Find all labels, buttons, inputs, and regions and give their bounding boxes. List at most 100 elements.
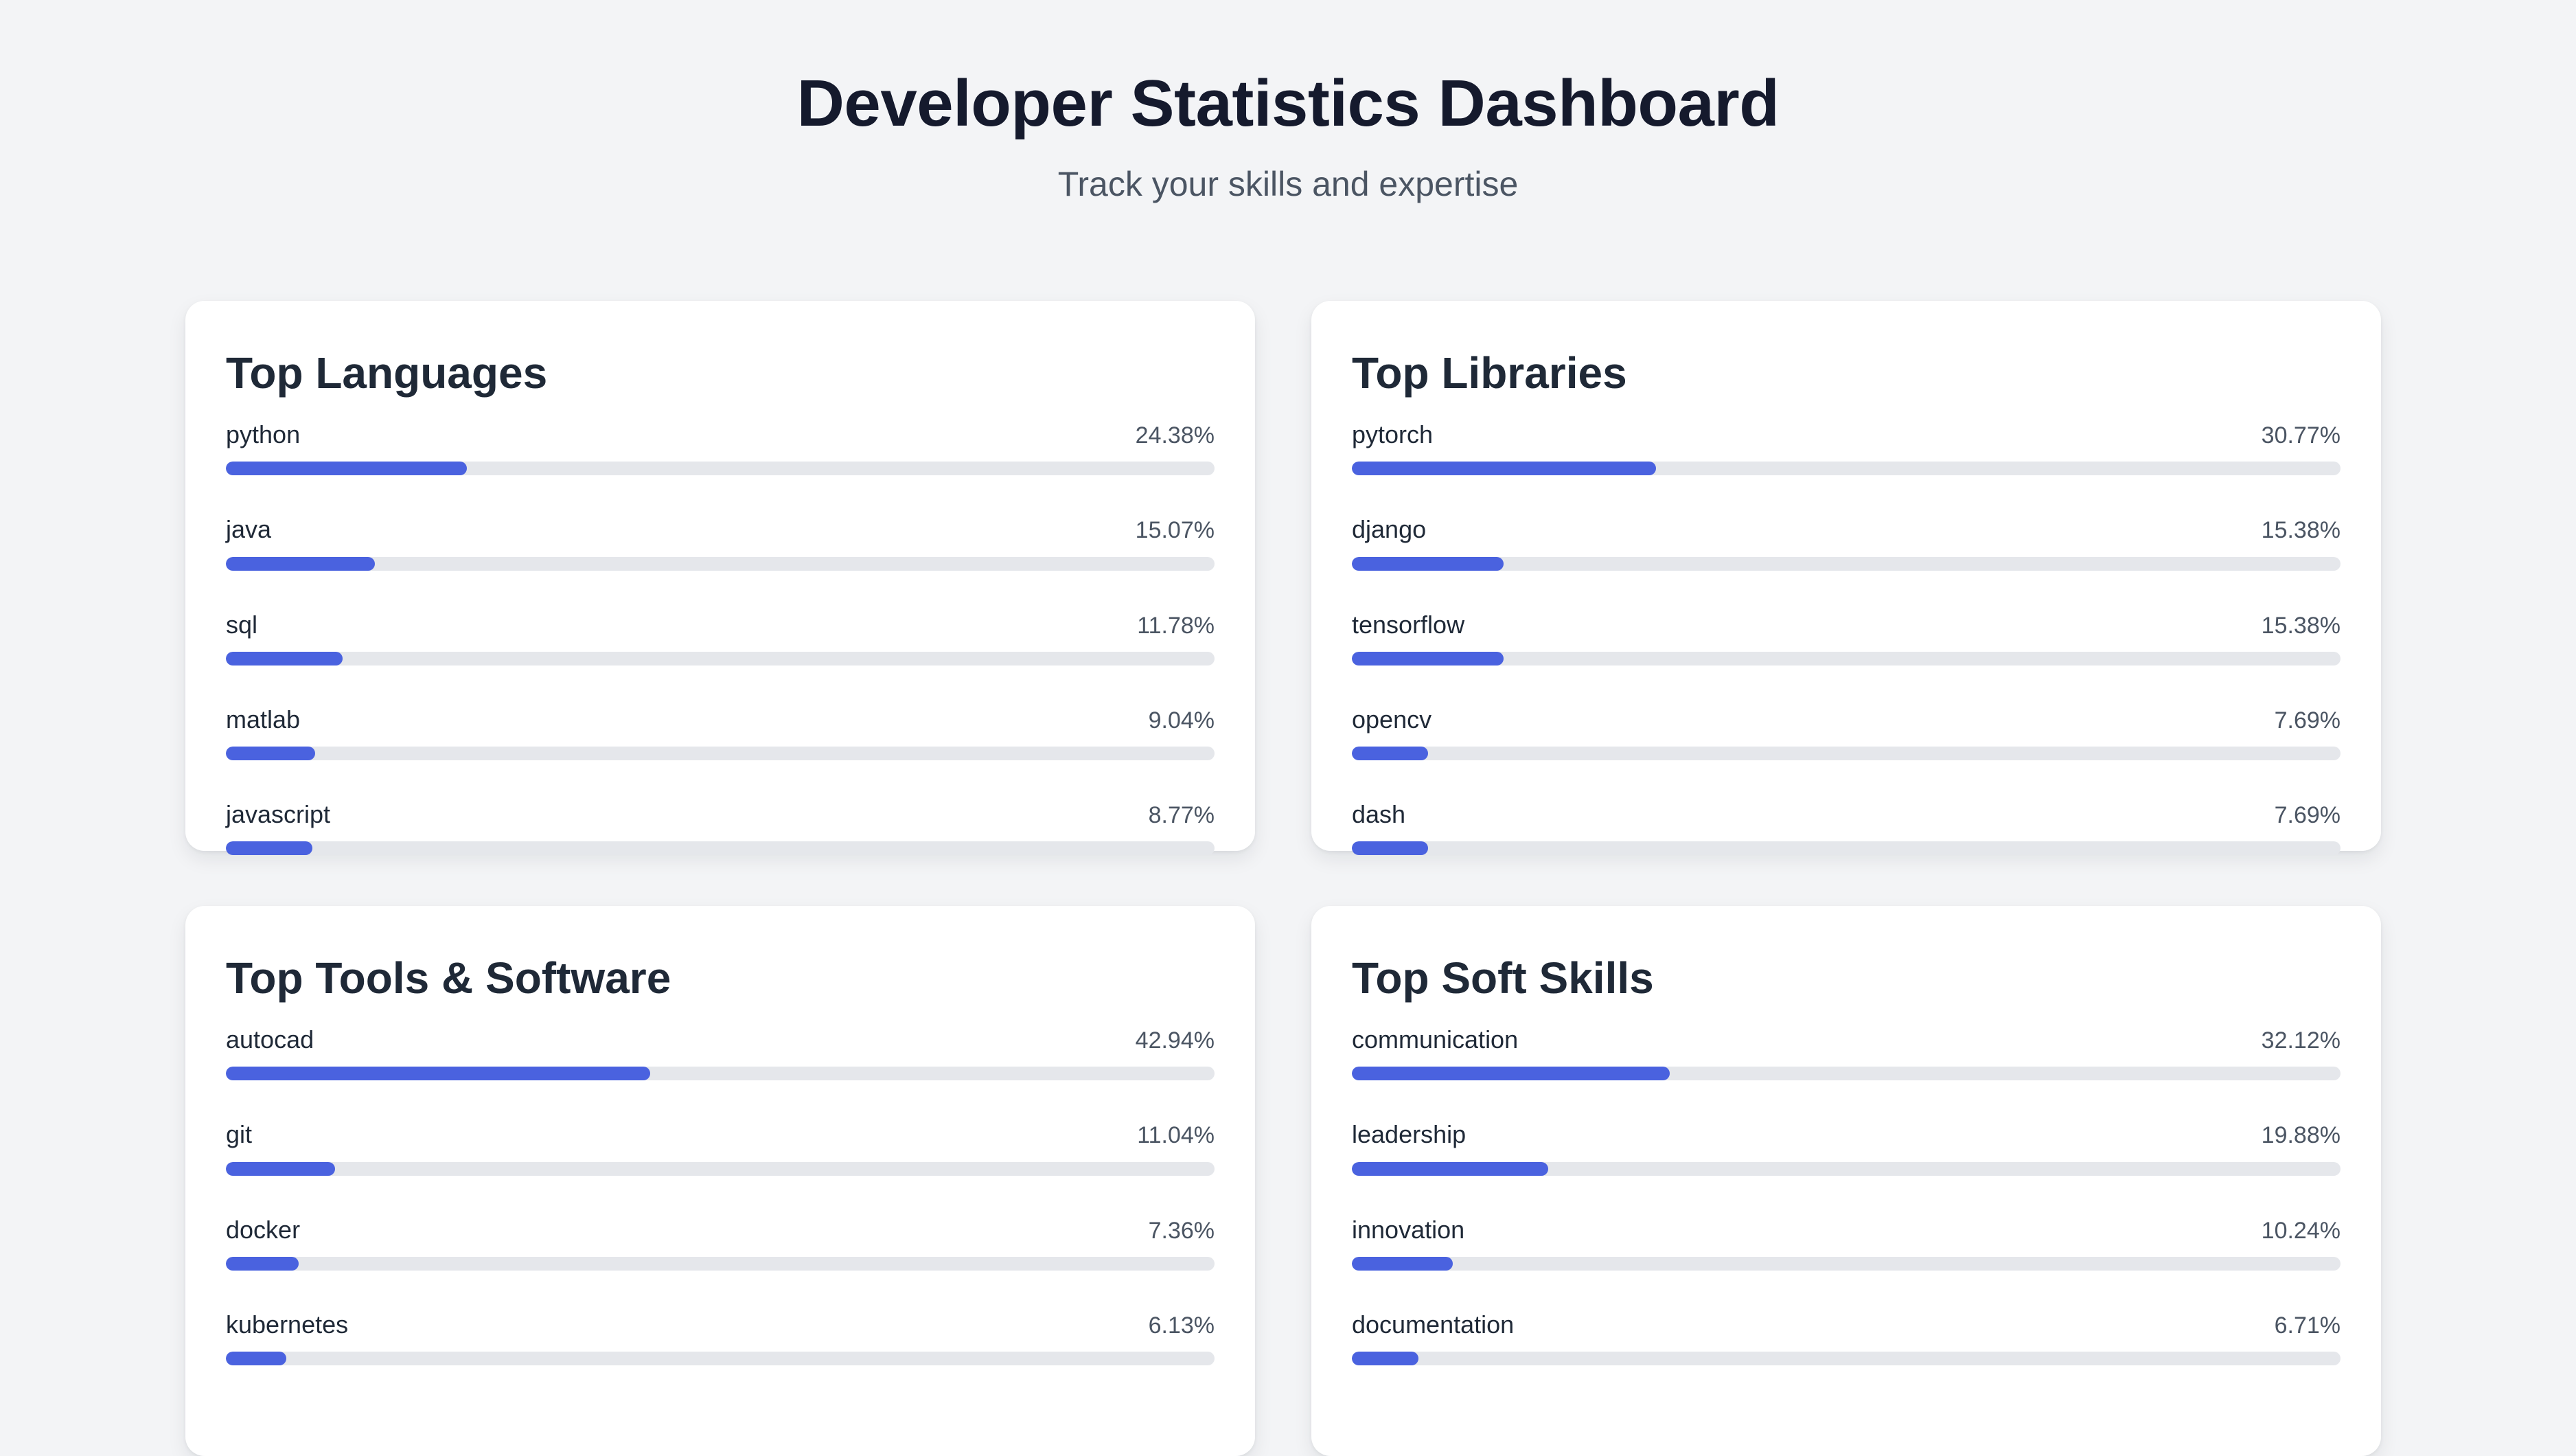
stat-label: django [1352, 515, 1427, 544]
stat-header: git 11.04% [226, 1120, 1215, 1149]
stat-label: matlab [226, 705, 301, 733]
progress-fill [1352, 462, 1657, 476]
progress-fill [226, 556, 375, 571]
stat-row: opencv 7.69% [1352, 705, 2341, 760]
progress-fill [1352, 651, 1504, 666]
progress-fill [1352, 1161, 1549, 1176]
stat-label: innovation [1352, 1215, 1465, 1244]
progress-fill [1352, 1351, 1418, 1365]
stat-label: git [226, 1120, 253, 1149]
stat-header: python 24.38% [226, 420, 1215, 449]
stat-percentage: 7.36% [1148, 1217, 1215, 1244]
stat-header: documentation 6.71% [1352, 1310, 2341, 1339]
stat-percentage: 11.04% [1137, 1122, 1215, 1149]
progress-track [1352, 746, 2341, 760]
stat-percentage: 32.12% [2261, 1027, 2341, 1054]
stat-header: innovation 10.24% [1352, 1216, 2341, 1244]
progress-fill [1352, 746, 1428, 760]
stat-row: django 15.38% [1352, 515, 2341, 571]
stat-percentage: 15.38% [2261, 517, 2341, 544]
stat-label: docker [226, 1215, 301, 1244]
stat-row: javascript 8.77% [226, 800, 1215, 855]
card-title: Top Libraries [1352, 348, 1627, 398]
stat-percentage: 24.38% [1135, 422, 1215, 449]
progress-track [1352, 462, 2341, 476]
progress-fill [1352, 1256, 1453, 1271]
stat-header: autocad 42.94% [226, 1025, 1215, 1054]
stat-percentage: 6.71% [2274, 1312, 2341, 1339]
page-subtitle: Track your skills and expertise [1057, 164, 1519, 203]
stat-row: sql 11.78% [226, 611, 1215, 666]
stat-row: dash 7.69% [1352, 800, 2341, 855]
stat-percentage: 6.13% [1148, 1312, 1215, 1339]
stat-label: opencv [1352, 705, 1432, 733]
progress-fill [226, 462, 468, 476]
progress-fill [1352, 556, 1504, 571]
progress-track [1352, 1067, 2341, 1081]
stat-row: java 15.07% [226, 515, 1215, 571]
stat-header: communication 32.12% [1352, 1025, 2341, 1054]
stat-label: tensorflow [1352, 610, 1465, 639]
stat-row: documentation 6.71% [1352, 1310, 2341, 1365]
progress-track [226, 1067, 1215, 1081]
progress-track [226, 651, 1215, 666]
stat-percentage: 15.38% [2261, 612, 2341, 639]
stat-header: dash 7.69% [1352, 800, 2341, 829]
stat-percentage: 11.78% [1137, 612, 1215, 639]
progress-track [226, 462, 1215, 476]
progress-track [226, 841, 1215, 855]
stat-header: sql 11.78% [226, 611, 1215, 639]
stat-row: innovation 10.24% [1352, 1216, 2341, 1271]
stat-row: communication 32.12% [1352, 1025, 2341, 1081]
stat-label: leadership [1352, 1120, 1467, 1149]
stat-label: dash [1352, 799, 1406, 828]
soft-skills-card: Top Soft Skills communication 32.12% leader… [1311, 906, 2381, 1456]
stat-header: tensorflow 15.38% [1352, 611, 2341, 639]
stat-label: documentation [1352, 1310, 1515, 1339]
stat-header: docker 7.36% [226, 1216, 1215, 1244]
stat-row: git 11.04% [226, 1120, 1215, 1176]
stat-header: java 15.07% [226, 515, 1215, 544]
stat-row: matlab 9.04% [226, 705, 1215, 760]
stat-percentage: 9.04% [1148, 707, 1215, 733]
stat-row: leadership 19.88% [1352, 1120, 2341, 1176]
stat-header: leadership 19.88% [1352, 1120, 2341, 1149]
progress-fill [1352, 1067, 1670, 1081]
card-title: Top Languages [226, 348, 548, 398]
tools-card: Top Tools & Software autocad 42.94% git 11.0… [185, 906, 1255, 1456]
stat-label: python [226, 420, 301, 449]
progress-fill [226, 1067, 651, 1081]
progress-track [1352, 1351, 2341, 1365]
stat-row: docker 7.36% [226, 1216, 1215, 1271]
stat-header: matlab 9.04% [226, 705, 1215, 734]
stat-label: java [226, 515, 272, 544]
progress-track [226, 1161, 1215, 1176]
progress-track [1352, 556, 2341, 571]
stat-label: autocad [226, 1025, 314, 1054]
progress-fill [1352, 841, 1428, 855]
stat-percentage: 10.24% [2261, 1217, 2341, 1244]
stat-label: communication [1352, 1025, 1519, 1054]
progress-track [1352, 1256, 2341, 1271]
stat-label: pytorch [1352, 420, 1434, 449]
progress-track [226, 1256, 1215, 1271]
stats-grid: Top Languages python 24.38% java 15.07% sql 11… [185, 301, 2381, 1456]
page-title: Developer Statistics Dashboard [796, 67, 1780, 140]
progress-fill [226, 1351, 287, 1365]
card-title: Top Tools & Software [226, 953, 671, 1003]
stat-header: opencv 7.69% [1352, 705, 2341, 734]
libraries-card: Top Libraries pytorch 30.77% django 15.38% te… [1311, 301, 2381, 855]
stat-header: javascript 8.77% [226, 800, 1215, 829]
stat-header: pytorch 30.77% [1352, 420, 2341, 449]
progress-fill [226, 651, 343, 666]
stat-percentage: 7.69% [2274, 801, 2341, 828]
stat-percentage: 19.88% [2261, 1122, 2341, 1149]
stat-label: javascript [226, 799, 331, 828]
stat-row: kubernetes 6.13% [226, 1310, 1215, 1365]
progress-track [226, 746, 1215, 760]
stat-row: pytorch 30.77% [1352, 420, 2341, 476]
stat-percentage: 7.69% [2274, 707, 2341, 733]
stat-row: autocad 42.94% [226, 1025, 1215, 1081]
card-title: Top Soft Skills [1352, 953, 1654, 1003]
progress-track [226, 1351, 1215, 1365]
